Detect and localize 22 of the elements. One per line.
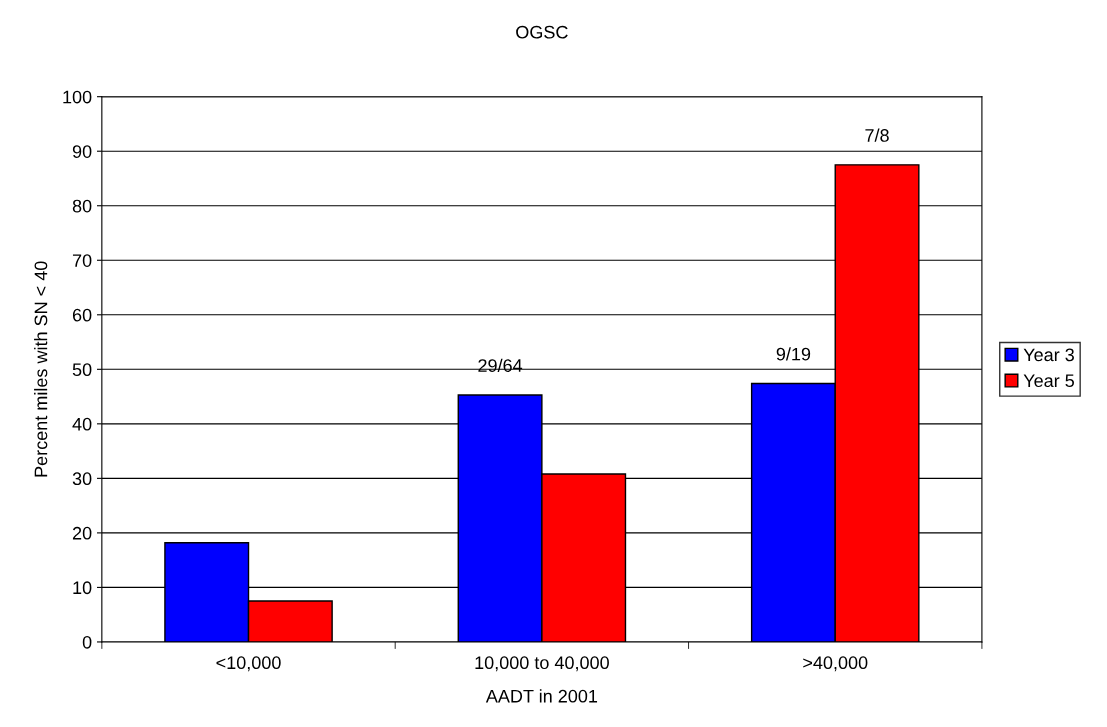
y-tick-label: 40 [72,417,92,431]
annotation: 9/19 [776,347,811,361]
y-tick-label: 10 [73,581,92,595]
x-tick-label: 10,000 to 40,000 [475,656,609,672]
y-tick-label: 20 [72,526,92,540]
chart-title: OGSC [516,25,568,39]
y-tick-label: 30 [72,472,92,486]
x-tick-label: >40,000 [803,656,868,672]
legend-label: Year 3 [1023,348,1074,362]
x-tick-label: <10,000 [216,656,281,672]
y-tick-label: 0 [82,635,92,649]
y-axis-title: Percent miles with SN < 40 [34,261,48,477]
y-tick-label: 80 [72,199,92,213]
y-tick-label: 100 [63,90,92,104]
y-tick-label: 70 [72,254,92,267]
annotation: 7/8 [865,128,889,142]
y-tick-label: 50 [72,363,92,377]
annotation: 29/64 [478,358,523,372]
y-tick-label: 90 [72,145,92,158]
legend-label: Year 5 [1023,374,1074,388]
y-tick-label: 60 [72,308,92,322]
x-axis-title: AADT in 2001 [485,689,598,703]
